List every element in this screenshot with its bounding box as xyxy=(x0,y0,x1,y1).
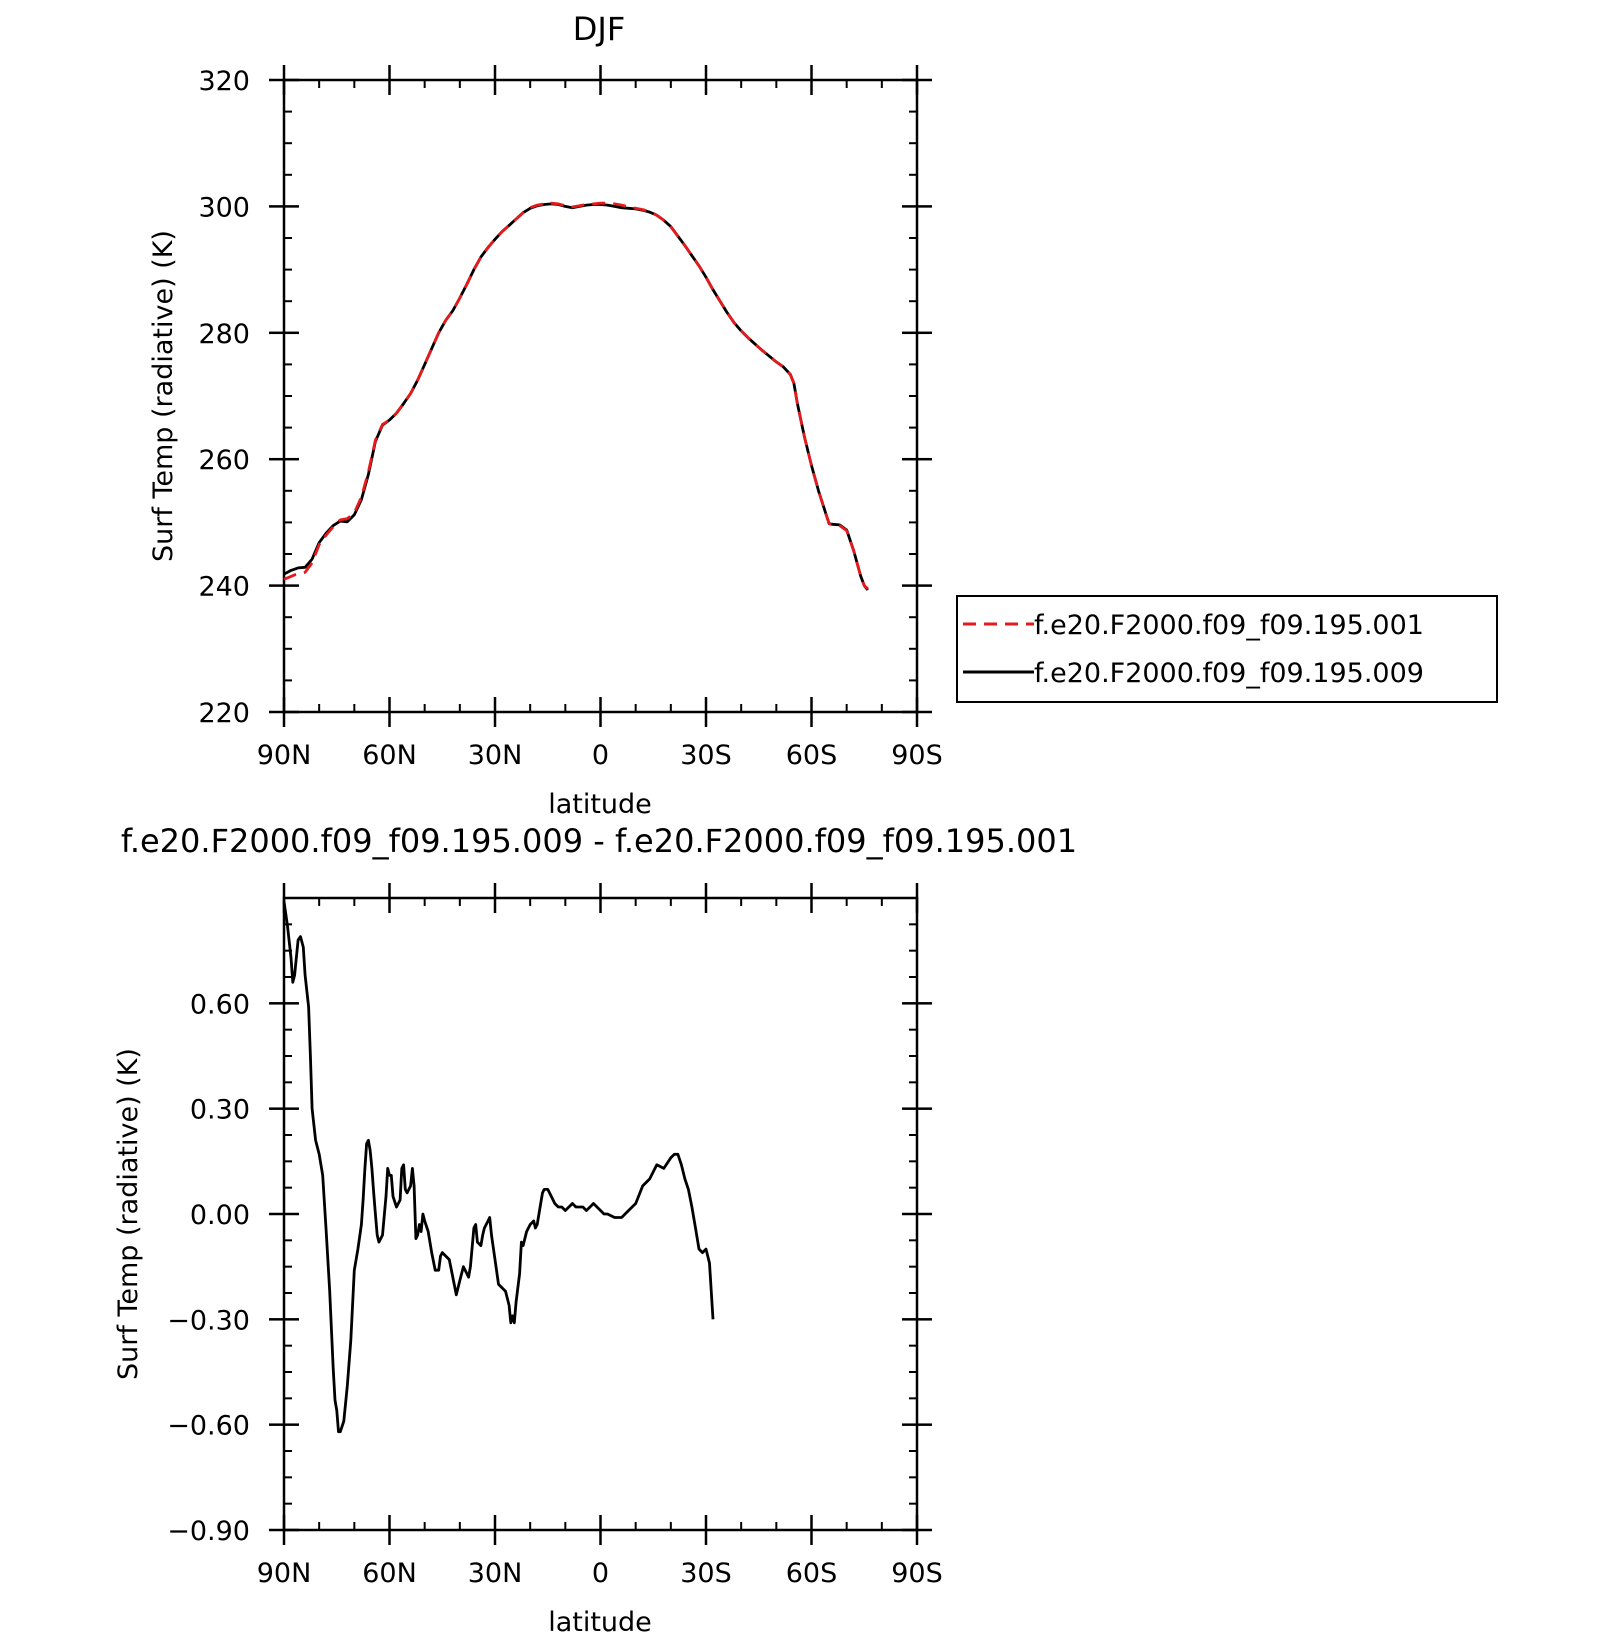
bottom-chart-xlabel: latitude xyxy=(548,1607,652,1635)
bottom-chart-xtick-labels: 90N 60N 30N 0 30S 60S 90S xyxy=(257,1558,943,1589)
legend: f.e20.F2000.f09_f09.195.001 f.e20.F2000.… xyxy=(956,595,1498,703)
y-tick-label-1: −0.60 xyxy=(167,1411,250,1442)
y-tick-label-1: 240 xyxy=(198,572,250,603)
x-tick-label-4: 30S xyxy=(680,740,732,771)
top-chart-xtick-labels: 90N 60N 30N 0 30S 60S 90S xyxy=(257,740,943,771)
y-tick-label-0: 220 xyxy=(198,698,250,729)
series-line-0 xyxy=(282,901,715,1434)
y-tick-label-2: −0.30 xyxy=(167,1305,250,1336)
x-tick-label-0: 90N xyxy=(257,1558,312,1589)
x-tick-label-0: 90N xyxy=(257,740,312,771)
x-tick-label-6: 90S xyxy=(891,1558,943,1589)
x-tick-label-6: 90S xyxy=(891,740,943,771)
bottom-chart-ytick-labels: −0.90 −0.60 −0.30 0.00 0.30 0.60 xyxy=(167,989,250,1547)
bottom-chart-frame xyxy=(282,896,919,1532)
y-tick-label-5: 320 xyxy=(198,66,250,97)
bottom-chart-series xyxy=(282,901,715,1434)
x-tick-label-5: 60S xyxy=(786,1558,838,1589)
legend-label-series-1: f.e20.F2000.f09_f09.195.001 xyxy=(1034,610,1424,641)
y-tick-label-4: 300 xyxy=(198,192,250,223)
top-chart-series xyxy=(283,201,869,591)
bottom-chart: f.e20.F2000.f09_f09.195.009 - f.e20.F200… xyxy=(113,822,1077,1635)
legend-box xyxy=(956,595,1498,703)
x-tick-label-3: 0 xyxy=(592,740,609,771)
bottom-chart-ticks xyxy=(269,883,932,1545)
y-tick-label-3: 0.00 xyxy=(190,1200,250,1231)
top-chart-xlabel: latitude xyxy=(548,789,652,820)
top-chart-title: DJF xyxy=(573,10,625,48)
y-tick-label-3: 280 xyxy=(198,319,250,350)
top-chart-ylabel: Surf Temp (radiative) (K) xyxy=(148,230,179,562)
bottom-chart-ylabel: Surf Temp (radiative) (K) xyxy=(113,1048,144,1380)
y-tick-label-4: 0.30 xyxy=(190,1095,250,1126)
top-chart-ticks xyxy=(269,65,932,727)
x-tick-label-5: 60S xyxy=(786,740,838,771)
x-tick-label-2: 30N xyxy=(468,740,523,771)
x-tick-label-3: 0 xyxy=(592,1558,609,1589)
x-tick-label-1: 60N xyxy=(362,1558,417,1589)
x-tick-label-1: 60N xyxy=(362,740,417,771)
x-tick-label-4: 30S xyxy=(680,1558,732,1589)
y-tick-label-0: −0.90 xyxy=(167,1516,250,1547)
y-tick-label-5: 0.60 xyxy=(190,989,250,1020)
top-chart-ytick-labels: 220 240 260 280 300 320 xyxy=(198,66,250,729)
y-tick-label-2: 260 xyxy=(198,445,250,476)
legend-label-series-2: f.e20.F2000.f09_f09.195.009 xyxy=(1034,658,1424,689)
top-chart-frame xyxy=(282,78,919,714)
series-line-0 xyxy=(283,201,869,590)
bottom-chart-title: f.e20.F2000.f09_f09.195.009 - f.e20.F200… xyxy=(121,822,1077,860)
top-chart: DJF 90N 60N 30N 0 30S 60S 90S 220 240 260 280 300 3… xyxy=(148,10,943,820)
series-line-1 xyxy=(283,202,869,591)
x-tick-label-2: 30N xyxy=(468,1558,523,1589)
